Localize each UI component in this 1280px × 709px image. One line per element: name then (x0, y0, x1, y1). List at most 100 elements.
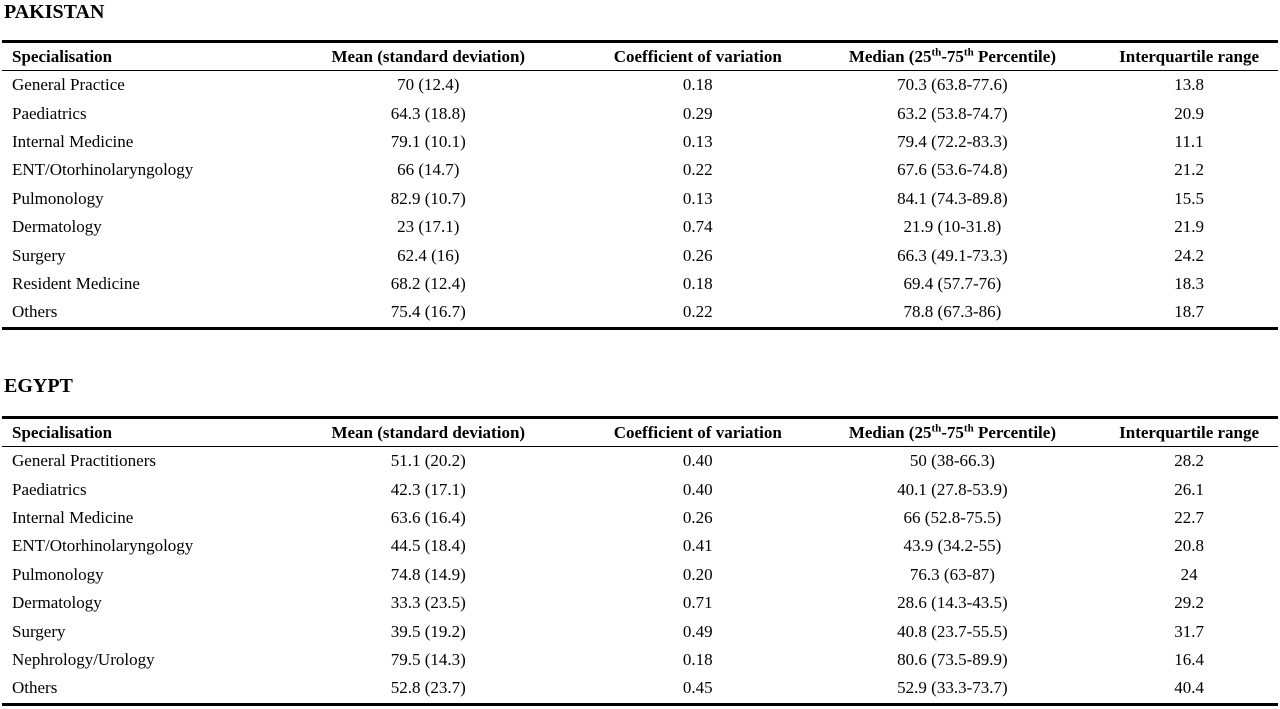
table-row: Surgery 39.5 (19.2) 0.49 40.8 (23.7-55.5) 31… (2, 617, 1278, 645)
table-row: Others 75.4 (16.7) 0.22 78.8 (67.3-86) 18.7 (2, 298, 1278, 329)
table-row: Nephrology/Urology 79.5 (14.3) 0.18 80.6 (7… (2, 646, 1278, 674)
cell-cv: 0.13 (682, 131, 713, 151)
cell-specialisation: Pulmonology (12, 564, 104, 584)
cell-mean: 63.6 (16.4) (390, 507, 466, 527)
cell-specialisation: Dermatology (12, 217, 102, 237)
cell-iqr: 40.4 (1174, 678, 1204, 698)
header-median: Median (25th-75th Percentile) (848, 421, 1056, 442)
cell-mean: 44.5 (18.4) (390, 536, 466, 556)
header-row: Specialisation Mean (standard deviation)… (2, 41, 1278, 71)
cell-specialisation: Paediatrics (12, 103, 87, 123)
header-specialisation: Specialisation (12, 422, 113, 442)
cell-iqr: 21.2 (1174, 160, 1204, 180)
cell-mean: 51.1 (20.2) (390, 451, 466, 471)
table-row: Pulmonology 74.8 (14.9) 0.20 76.3 (63-87) 24 (2, 561, 1278, 589)
cell-mean: 39.5 (19.2) (390, 621, 466, 641)
cell-mean: 82.9 (10.7) (390, 188, 466, 208)
header-cv: Coefficient of variation (613, 422, 782, 442)
cell-cv: 0.26 (682, 507, 713, 527)
cell-cv: 0.71 (682, 593, 713, 613)
cell-specialisation: ENT/Otorhinolaryngology (12, 536, 194, 556)
cell-cv: 0.26 (682, 245, 713, 265)
cell-specialisation: General Practice (12, 75, 125, 95)
table-row: Surgery 62.4 (16) 0.26 66.3 (49.1-73.3) 24.2 (2, 241, 1278, 269)
cell-cv: 0.40 (682, 479, 713, 499)
cell-iqr: 26.1 (1174, 479, 1204, 499)
cell-median: 79.4 (72.2-83.3) (897, 131, 1008, 151)
table-row: Dermatology 33.3 (23.5) 0.71 28.6 (14.3-43.… (2, 589, 1278, 617)
table-row: ENT/Otorhinolaryngology 66 (14.7) 0.22 67.6… (2, 156, 1278, 184)
cell-mean: 75.4 (16.7) (390, 302, 466, 322)
cell-iqr: 22.7 (1174, 507, 1204, 527)
cell-iqr: 21.9 (1174, 217, 1204, 237)
cell-cv: 0.74 (682, 217, 713, 237)
header-cv: Coefficient of variation (613, 46, 782, 66)
cell-specialisation: Others (12, 678, 58, 698)
table-row: General Practitioners 51.1 (20.2) 0.40 50 (… (2, 447, 1278, 476)
cell-median: 76.3 (63-87) (909, 564, 995, 584)
cell-median: 80.6 (73.5-89.9) (897, 649, 1008, 669)
cell-iqr: 24 (1180, 564, 1198, 584)
cell-median: 21.9 (10-31.8) (903, 217, 1002, 237)
cell-cv: 0.22 (682, 160, 713, 180)
cell-iqr: 13.8 (1174, 75, 1204, 95)
egypt-table-body: General Practitioners 51.1 (20.2) 0.40 50 (… (2, 447, 1278, 705)
cell-median: 52.9 (33.3-73.7) (897, 678, 1008, 698)
cell-cv: 0.40 (682, 451, 713, 471)
cell-cv: 0.49 (682, 621, 713, 641)
cell-iqr: 24.2 (1174, 245, 1204, 265)
header-row: Specialisation Mean (standard deviation)… (2, 417, 1278, 447)
cell-iqr: 18.3 (1174, 273, 1204, 293)
cell-specialisation: General Practitioners (12, 451, 156, 471)
cell-mean: 79.1 (10.1) (390, 131, 466, 151)
cell-specialisation: Resident Medicine (12, 273, 140, 293)
cell-median: 84.1 (74.3-89.8) (897, 188, 1008, 208)
cell-median: 40.1 (27.8-53.9) (897, 479, 1008, 499)
cell-specialisation: Surgery (12, 621, 66, 641)
cell-specialisation: Internal Medicine (12, 507, 134, 527)
header-mean: Mean (standard deviation) (331, 46, 526, 66)
cell-cv: 0.22 (682, 302, 713, 322)
cell-cv: 0.45 (682, 678, 713, 698)
cell-iqr: 16.4 (1174, 649, 1204, 669)
cell-cv: 0.18 (682, 649, 713, 669)
cell-specialisation: ENT/Otorhinolaryngology (12, 160, 194, 180)
cell-cv: 0.18 (682, 273, 713, 293)
cell-median: 66.3 (49.1-73.3) (897, 245, 1008, 265)
cell-median: 63.2 (53.8-74.7) (897, 103, 1008, 123)
table-row: Dermatology 23 (17.1) 0.74 21.9 (10-31.8) 21… (2, 213, 1278, 241)
cell-median: 78.8 (67.3-86) (903, 302, 1002, 322)
header-mean: Mean (standard deviation) (331, 422, 526, 442)
cell-mean: 64.3 (18.8) (390, 103, 466, 123)
pakistan-title: PAKISTAN (4, 1, 105, 23)
header-specialisation: Specialisation (12, 46, 113, 66)
egypt-title: EGYPT (4, 375, 73, 397)
cell-iqr: 15.5 (1174, 188, 1204, 208)
egypt-table: Specialisation Mean (standard deviation)… (2, 416, 1278, 706)
table-row: Internal Medicine 79.1 (10.1) 0.13 79.4 (72… (2, 128, 1278, 156)
cell-iqr: 18.7 (1174, 302, 1204, 322)
cell-mean: 74.8 (14.9) (390, 564, 466, 584)
cell-median: 69.4 (57.7-76) (903, 273, 1002, 293)
table-row: ENT/Otorhinolaryngology 44.5 (18.4) 0.41 43… (2, 532, 1278, 560)
cell-median: 50 (38-66.3) (909, 451, 995, 471)
header-iqr: Interquartile range (1119, 46, 1260, 66)
table-row: Pulmonology 82.9 (10.7) 0.13 84.1 (74.3-89.… (2, 185, 1278, 213)
pakistan-table-body: General Practice 70 (12.4) 0.18 70.3 (63.8-… (2, 71, 1278, 329)
cell-median: 66 (52.8-75.5) (903, 507, 1002, 527)
cell-mean: 23 (17.1) (397, 217, 460, 237)
cell-cv: 0.41 (682, 536, 713, 556)
cell-specialisation: Paediatrics (12, 479, 87, 499)
cell-specialisation: Pulmonology (12, 188, 104, 208)
cell-cv: 0.18 (682, 75, 713, 95)
table-row: Others 52.8 (23.7) 0.45 52.9 (33.3-73.7) 40.… (2, 674, 1278, 705)
table-row: General Practice 70 (12.4) 0.18 70.3 (63.8-… (2, 71, 1278, 100)
cell-median: 43.9 (34.2-55) (903, 536, 1002, 556)
cell-median: 28.6 (14.3-43.5) (897, 593, 1008, 613)
cell-iqr: 20.8 (1174, 536, 1204, 556)
table-row: Internal Medicine 63.6 (16.4) 0.26 66 (52.8… (2, 504, 1278, 532)
cell-mean: 52.8 (23.7) (390, 678, 466, 698)
cell-mean: 62.4 (16) (397, 245, 460, 265)
table-row: Paediatrics 42.3 (17.1) 0.40 40.1 (27.8-53.… (2, 475, 1278, 503)
header-median: Median (25th-75th Percentile) (848, 45, 1056, 66)
